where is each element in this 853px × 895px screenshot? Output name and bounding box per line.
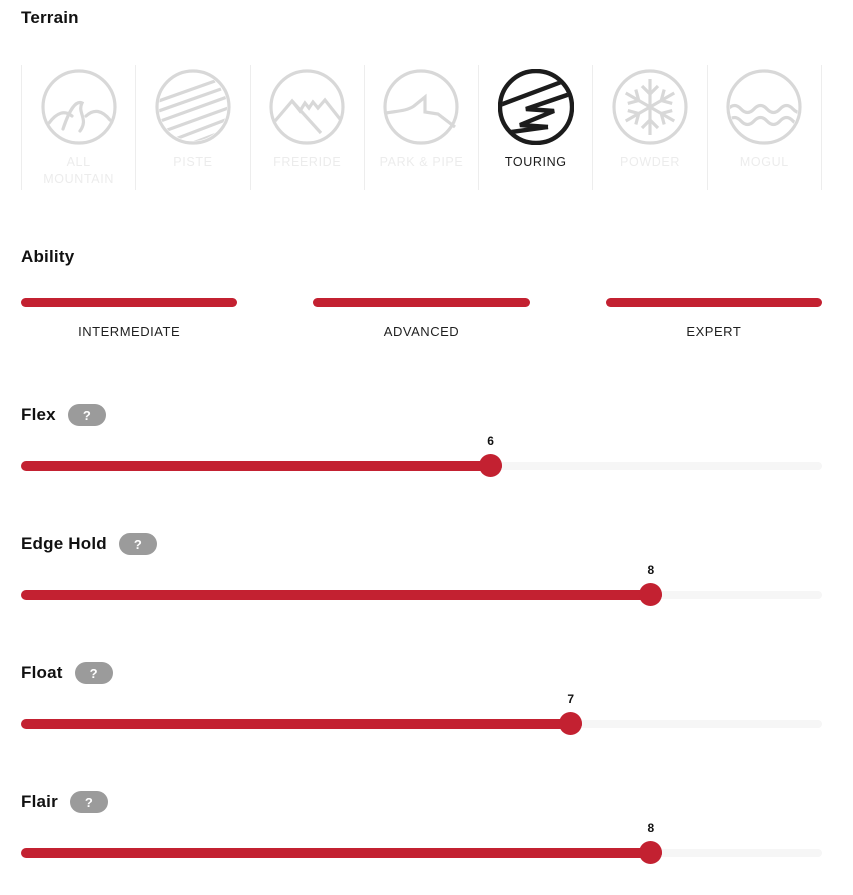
terrain-item-all-mountain: ALL MOUNTAIN — [21, 65, 135, 190]
ability-section-title: Ability — [21, 247, 75, 266]
edge-hold-slider-fill — [21, 590, 662, 600]
terrain-item-label: ALL MOUNTAIN — [43, 155, 115, 186]
terrain-item-label: FREERIDE — [273, 155, 342, 169]
float-label: Float — [21, 663, 63, 682]
terrain-item-powder: POWDER — [592, 65, 706, 190]
flair-slider-fill — [21, 848, 662, 858]
edge-hold-help-button[interactable]: ? — [118, 533, 157, 555]
touring-icon — [497, 69, 574, 145]
flair-label: Flair — [21, 792, 58, 811]
ability-level-label: EXPERT — [686, 324, 742, 339]
flex-section: Flex ? 6 — [21, 404, 822, 477]
freeride-icon — [269, 69, 345, 145]
park-and-pipe-icon — [383, 69, 460, 145]
terrain-item-freeride: FREERIDE — [249, 65, 364, 190]
float-help-button[interactable]: ? — [74, 662, 113, 684]
ability-level-advanced: ADVANCED — [313, 298, 530, 339]
mogul-icon — [726, 69, 802, 145]
flair-slider-track: 8 — [21, 821, 822, 864]
ability-level-expert: EXPERT — [605, 298, 822, 339]
terrain-item-label: PISTE — [173, 155, 213, 169]
flex-slider-value: 6 — [487, 434, 494, 448]
edge-hold-section: Edge Hold ? 8 — [21, 533, 822, 606]
flex-label: Flex — [21, 405, 56, 424]
edge-hold-label: Edge Hold — [21, 534, 107, 553]
powder-icon — [612, 69, 688, 145]
terrain-item-label: PARK & PIPE — [379, 155, 464, 169]
terrain-item-label: MOGUL — [739, 155, 789, 169]
flex-help-button[interactable]: ? — [67, 404, 106, 426]
float-section: Float ? 7 — [21, 662, 822, 735]
terrain-item-park-and-pipe: PARK & PIPE — [363, 65, 478, 190]
piste-icon — [155, 69, 231, 145]
ability-level-label: ADVANCED — [383, 324, 460, 339]
terrain-row: ALL MOUNTAIN PISTE — [21, 65, 822, 190]
edge-hold-slider-handle[interactable] — [638, 583, 662, 606]
float-slider-track: 7 — [21, 692, 822, 735]
flair-help-button[interactable]: ? — [69, 791, 108, 813]
edge-hold-slider-track: 8 — [21, 563, 822, 606]
terrain-section-title: Terrain — [21, 8, 79, 27]
flair-slider-handle[interactable] — [638, 841, 662, 864]
terrain-item-piste: PISTE — [135, 65, 249, 190]
float-slider-handle[interactable] — [558, 712, 582, 735]
terrain-item-touring: TOURING — [478, 65, 592, 190]
flex-slider-handle[interactable] — [478, 454, 502, 477]
terrain-item-mogul: MOGUL — [706, 65, 822, 190]
product-spec-panel: Terrain ALL MOUNTAIN — [21, 8, 822, 864]
flex-slider-fill — [21, 461, 502, 471]
float-slider-value: 7 — [567, 692, 575, 706]
terrain-item-label: TOURING — [504, 155, 567, 169]
ability-level-label: INTERMEDIATE — [78, 324, 181, 339]
float-slider-fill — [21, 719, 582, 729]
flex-slider-track: 6 — [21, 434, 822, 477]
ability-bar — [313, 298, 530, 307]
flair-slider-value: 8 — [647, 821, 655, 835]
ability-bar — [21, 298, 238, 307]
edge-hold-slider-value: 8 — [647, 563, 655, 577]
ability-bar — [605, 298, 822, 307]
all-mountain-icon — [41, 69, 117, 145]
terrain-item-label: POWDER — [620, 155, 681, 169]
ability-level-intermediate: INTERMEDIATE — [21, 298, 238, 339]
flair-section: Flair ? 8 — [21, 791, 822, 864]
ability-row: INTERMEDIATE ADVANCED EXPERT — [21, 298, 822, 339]
